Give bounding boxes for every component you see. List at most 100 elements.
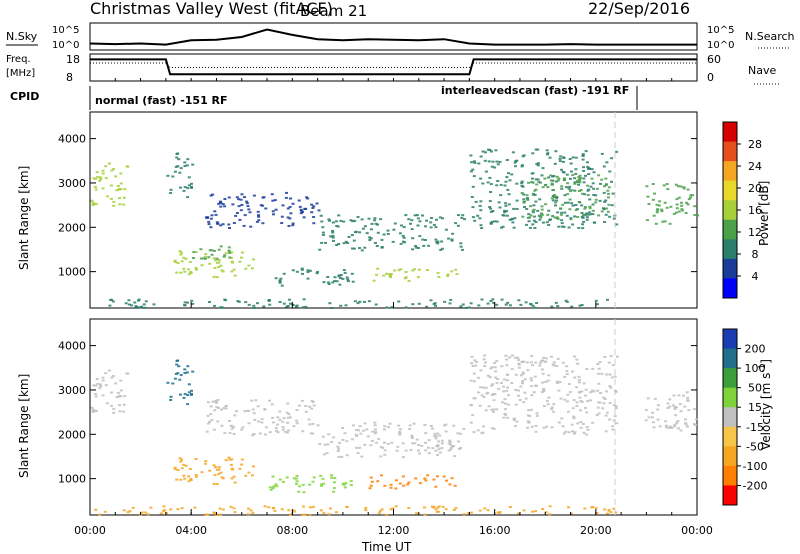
echo-cell bbox=[183, 368, 187, 371]
colorbar-segment bbox=[723, 278, 737, 299]
echo-cell bbox=[246, 205, 250, 208]
echo-cell bbox=[295, 419, 299, 422]
echo-cell bbox=[187, 184, 191, 187]
echo-cell bbox=[493, 220, 497, 223]
echo-cell bbox=[514, 403, 518, 406]
echo-cell bbox=[223, 432, 227, 435]
echo-cell bbox=[386, 229, 390, 232]
echo-cell bbox=[105, 195, 109, 198]
echo-cell bbox=[554, 301, 558, 304]
echo-cell bbox=[189, 271, 193, 273]
echo-cell bbox=[356, 452, 360, 455]
echo-cell bbox=[559, 155, 563, 158]
echo-cell bbox=[376, 223, 379, 226]
echo-cell bbox=[541, 508, 545, 510]
echo-cell bbox=[585, 161, 589, 164]
echo-cell bbox=[450, 446, 453, 449]
echo-cell bbox=[92, 409, 96, 412]
echo-cell bbox=[404, 214, 408, 217]
echo-cell bbox=[300, 399, 304, 402]
echo-cell bbox=[247, 507, 251, 510]
echo-cell bbox=[678, 403, 682, 406]
echo-cell bbox=[665, 426, 668, 429]
echo-cell bbox=[517, 359, 521, 361]
echo-cell bbox=[369, 228, 373, 231]
echo-cell bbox=[554, 196, 558, 199]
echo-cell bbox=[653, 397, 657, 400]
echo-cell bbox=[436, 445, 440, 448]
echo-cell bbox=[527, 181, 530, 184]
echo-cell bbox=[472, 175, 476, 178]
echo-cell bbox=[179, 253, 183, 256]
echo-cell bbox=[590, 506, 594, 509]
echo-cell bbox=[317, 209, 321, 212]
echo-cell bbox=[541, 167, 545, 170]
echo-cell bbox=[569, 177, 572, 180]
echo-cell bbox=[287, 225, 291, 227]
echo-cell bbox=[561, 160, 565, 163]
echo-cell bbox=[286, 207, 290, 210]
echo-cell bbox=[136, 306, 140, 309]
echo-cell bbox=[452, 509, 456, 511]
echo-cell bbox=[540, 208, 544, 211]
echo-cell bbox=[257, 215, 261, 218]
echo-cell bbox=[489, 221, 493, 224]
echo-cell bbox=[506, 301, 510, 304]
echo-cell bbox=[513, 217, 517, 220]
figure-title: Christmas Valley West (fitACF) bbox=[90, 0, 333, 18]
echo-cell bbox=[416, 217, 420, 220]
colorbar-segment bbox=[723, 368, 737, 389]
echo-cell bbox=[350, 438, 354, 441]
echo-cell bbox=[285, 431, 289, 434]
echo-cell bbox=[183, 304, 187, 307]
x-tick-label: 08:00 bbox=[276, 524, 308, 537]
echo-cell bbox=[227, 196, 231, 199]
echo-cell bbox=[500, 298, 504, 301]
colorbar-segment bbox=[723, 426, 737, 447]
echo-cell bbox=[221, 203, 225, 206]
echo-cell bbox=[349, 480, 353, 483]
echo-cell bbox=[651, 198, 655, 201]
echo-cell bbox=[434, 238, 438, 241]
echo-cell bbox=[92, 384, 96, 387]
echo-cell bbox=[527, 409, 531, 412]
echo-cell bbox=[520, 192, 524, 194]
echo-cell bbox=[674, 406, 678, 409]
echo-cell bbox=[588, 213, 592, 216]
echo-cell bbox=[581, 423, 585, 425]
echo-cell bbox=[526, 369, 530, 372]
echo-cell bbox=[535, 183, 539, 186]
echo-cell bbox=[215, 261, 219, 264]
echo-cell bbox=[666, 402, 670, 405]
echo-cell bbox=[263, 408, 267, 411]
echo-cell bbox=[675, 207, 679, 210]
echo-cell bbox=[650, 416, 654, 419]
echo-cell bbox=[656, 208, 660, 211]
echo-cell bbox=[349, 219, 353, 222]
echo-cell bbox=[570, 170, 573, 173]
echo-cell bbox=[95, 171, 99, 174]
echo-cell bbox=[525, 197, 529, 200]
freq-tick-bottom: 8 bbox=[66, 71, 73, 84]
echo-cell bbox=[444, 430, 448, 433]
echo-cell bbox=[482, 396, 486, 398]
echo-cell bbox=[587, 188, 591, 191]
echo-cell bbox=[119, 389, 123, 392]
echo-cell bbox=[668, 222, 672, 225]
echo-cell bbox=[508, 304, 512, 307]
echo-cell bbox=[521, 215, 525, 218]
echo-cell bbox=[297, 490, 301, 493]
echo-cell bbox=[521, 371, 525, 374]
echo-cell bbox=[351, 220, 355, 223]
echo-cell bbox=[541, 372, 545, 375]
echo-cell bbox=[543, 184, 547, 187]
echo-cell bbox=[418, 220, 422, 223]
echo-cell bbox=[514, 356, 517, 359]
echo-cell bbox=[319, 214, 323, 217]
echo-cell bbox=[229, 425, 233, 428]
echo-cell bbox=[388, 422, 392, 425]
echo-cell bbox=[592, 221, 596, 224]
echo-cell bbox=[211, 193, 215, 196]
echo-cell bbox=[491, 383, 495, 386]
